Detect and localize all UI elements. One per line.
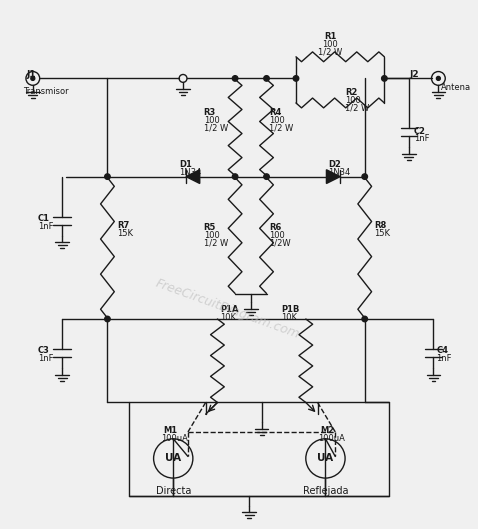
Circle shape (105, 316, 110, 322)
Text: R2: R2 (345, 88, 358, 97)
Text: 100uA: 100uA (162, 434, 188, 443)
Text: J2: J2 (409, 70, 419, 79)
Text: C1: C1 (38, 214, 50, 223)
Text: M2: M2 (321, 426, 335, 435)
Text: M1: M1 (163, 426, 177, 435)
Text: 1nF: 1nF (436, 354, 452, 363)
Text: 100: 100 (204, 231, 219, 240)
Text: 1/2W: 1/2W (270, 239, 291, 248)
Circle shape (436, 77, 440, 80)
Text: R4: R4 (270, 108, 282, 117)
Circle shape (264, 174, 269, 179)
Text: 1nF: 1nF (414, 134, 429, 143)
Circle shape (232, 76, 238, 81)
Text: 10K: 10K (220, 313, 237, 322)
Text: 1/2 W: 1/2 W (345, 104, 369, 113)
Text: R8: R8 (375, 221, 387, 230)
Text: J1: J1 (27, 70, 36, 79)
Text: P1A: P1A (220, 305, 239, 314)
Text: D2: D2 (328, 160, 341, 169)
Text: 1N34: 1N34 (328, 168, 351, 177)
Text: R3: R3 (204, 108, 216, 117)
Text: FreeCircuitDiagram.com: FreeCircuitDiagram.com (153, 277, 301, 341)
Text: Transmisor: Transmisor (23, 87, 69, 96)
Circle shape (264, 76, 269, 81)
Bar (129, 403, 389, 496)
Circle shape (293, 76, 299, 81)
Text: 1nF: 1nF (38, 222, 53, 231)
Circle shape (362, 174, 368, 179)
Text: Reflejada: Reflejada (303, 486, 348, 496)
Text: 1/2 W: 1/2 W (270, 124, 293, 133)
Text: 1/2 W: 1/2 W (204, 239, 228, 248)
Text: R1: R1 (324, 32, 337, 41)
Text: UA: UA (317, 453, 334, 463)
Text: R6: R6 (270, 223, 282, 232)
Text: R5: R5 (204, 223, 216, 232)
Text: R7: R7 (117, 221, 130, 230)
Circle shape (105, 174, 110, 179)
Text: 100: 100 (270, 116, 285, 125)
Text: P1B: P1B (281, 305, 300, 314)
Text: Directa: Directa (155, 486, 191, 496)
Text: C3: C3 (38, 346, 50, 355)
Text: C4: C4 (436, 346, 448, 355)
Text: 15K: 15K (117, 229, 133, 238)
Text: 10K: 10K (281, 313, 297, 322)
Text: 1nF: 1nF (38, 354, 53, 363)
Text: 100: 100 (270, 231, 285, 240)
Text: 100uA: 100uA (318, 434, 346, 443)
Polygon shape (186, 170, 200, 184)
Text: 100: 100 (323, 40, 338, 49)
Text: D1: D1 (179, 160, 192, 169)
Circle shape (381, 76, 387, 81)
Text: 1N34: 1N34 (179, 168, 201, 177)
Text: 15K: 15K (375, 229, 391, 238)
Polygon shape (326, 170, 340, 184)
Text: UA: UA (165, 453, 181, 463)
Text: C2: C2 (414, 126, 426, 135)
Text: 100: 100 (204, 116, 219, 125)
Text: Antena: Antena (441, 84, 471, 93)
Text: 100: 100 (345, 96, 361, 105)
Circle shape (31, 77, 35, 80)
Circle shape (362, 316, 368, 322)
Text: 1/2 W: 1/2 W (318, 48, 342, 57)
Text: 1/2 W: 1/2 W (204, 124, 228, 133)
Circle shape (232, 174, 238, 179)
